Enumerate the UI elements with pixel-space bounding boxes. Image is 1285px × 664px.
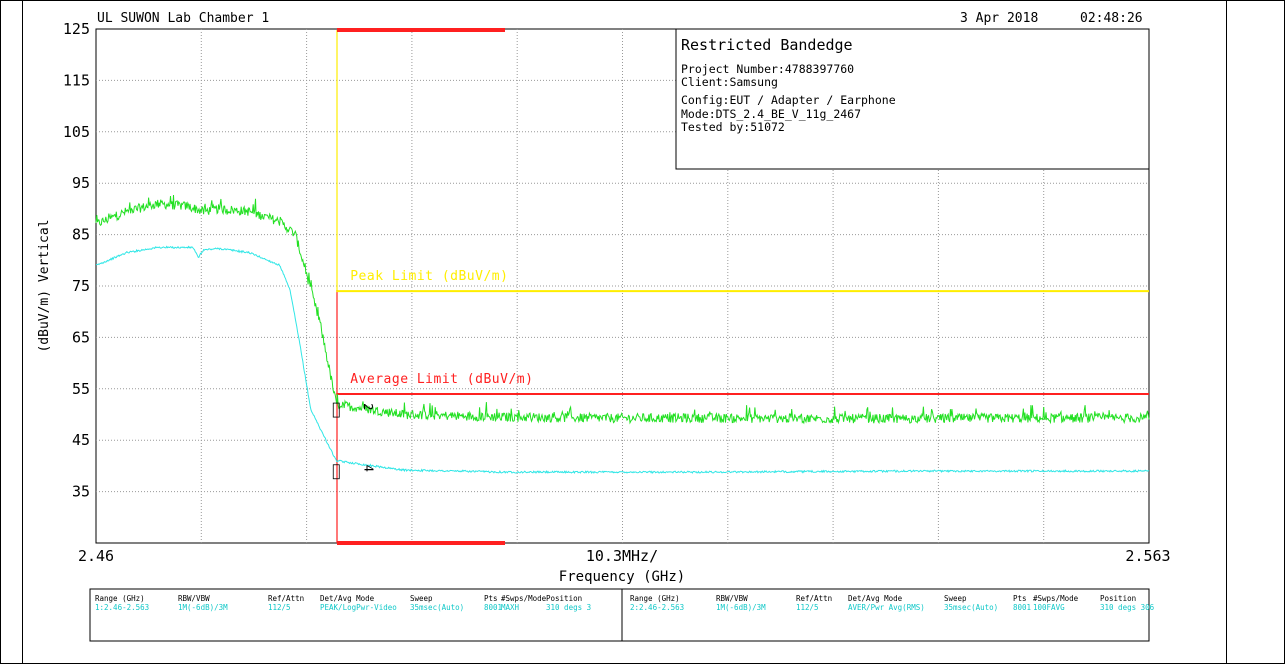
settings-header-cell: Ref/Attn <box>268 594 304 603</box>
trace-line <box>96 245 1150 474</box>
limit-lines: Peak Limit (dBuV/m) Average Limit (dBuV/m… <box>336 269 1149 395</box>
plot-time: 02:48:26 <box>1080 11 1143 26</box>
info-client: Client:Samsung <box>681 75 778 89</box>
settings-value-cell: 1M(-6dB)/3M <box>178 603 228 612</box>
x-end-label: 2.563 <box>1125 547 1170 565</box>
settings-cells: Range (GHz) RBW/VBW Ref/Attn Det/Avg Mode Sw… <box>95 594 1155 612</box>
y-tick-label: 95 <box>72 174 90 192</box>
info-config: Config:EUT / Adapter / Earphone <box>681 93 896 107</box>
settings-header-cell: Ref/Attn <box>796 594 832 603</box>
x-center-label: 10.3MHz/ <box>586 547 658 565</box>
frame-left-rule <box>22 0 23 664</box>
settings-header-cell: Sweep <box>410 594 433 603</box>
plot-date: 3 Apr 2018 <box>960 11 1038 26</box>
settings-table <box>89 588 1150 642</box>
x-axis-label: Frequency (GHz) <box>559 569 685 585</box>
y-tick-label: 115 <box>63 71 90 89</box>
settings-header-cell: Pts <box>1013 594 1027 603</box>
y-tick-label: 65 <box>72 328 90 346</box>
y-tick-label: 105 <box>63 123 90 141</box>
settings-value-cell: 310 degs 3 <box>546 603 591 612</box>
marker-group: 24 <box>332 402 375 480</box>
x-start-label: 2.46 <box>78 547 114 565</box>
info-box-title: Restricted Bandedge <box>681 36 853 54</box>
y-tick-label: 35 <box>72 483 90 501</box>
settings-value-cell: 35msec(Auto) <box>410 603 464 612</box>
settings-header-cell: Range (GHz) <box>95 594 145 603</box>
settings-header-cell: Range (GHz) <box>630 594 680 603</box>
settings-header-cell: Position <box>546 594 582 603</box>
y-tick-label: 75 <box>72 277 90 295</box>
settings-header-cell: Det/Avg Mode <box>848 594 903 603</box>
settings-value-cell: 1:2.46-2.563 <box>95 603 149 612</box>
frame-right-rule <box>1226 0 1227 664</box>
settings-value-cell: 112/5 <box>268 603 291 612</box>
settings-header-cell: #Swps/Mode <box>501 594 547 603</box>
settings-header-cell: Sweep <box>944 594 967 603</box>
settings-header-cell: Position <box>1100 594 1136 603</box>
settings-value-cell: 1M(-6dB)/3M <box>716 603 766 612</box>
info-box <box>675 28 1150 170</box>
info-tested-by: Tested by:51072 <box>681 120 785 134</box>
settings-value-cell: 310 degs 306 <box>1100 603 1155 612</box>
settings-value-cell: 35msec(Auto) <box>944 603 998 612</box>
settings-header-cell: #Swps/Mode <box>1033 594 1079 603</box>
settings-value-cell: 8001 <box>1013 603 1031 612</box>
trace-series <box>95 194 1150 474</box>
settings-value-cell: 2:2.46-2.563 <box>630 603 684 612</box>
settings-value-cell: 100FAVG <box>1033 603 1065 612</box>
settings-value-cell: 8001 <box>484 603 502 612</box>
settings-header-cell: Det/Avg Mode <box>320 594 375 603</box>
settings-value-cell: MAXH <box>501 603 520 612</box>
y-tick-label: 125 <box>63 20 90 38</box>
settings-value-cell: 112/5 <box>796 603 819 612</box>
y-tick-label: 55 <box>72 380 90 398</box>
lab-title: UL SUWON Lab Chamber 1 <box>97 11 269 26</box>
settings-value-cell: AVER/Pwr Avg(RMS) <box>848 603 925 612</box>
settings-header-cell: RBW/VBW <box>178 594 210 603</box>
settings-header-cell: Pts <box>484 594 498 603</box>
y-tick-labels: 125 115 105 95 85 75 65 55 45 35 <box>63 20 90 501</box>
y-tick-label: 85 <box>72 226 90 244</box>
marker-point <box>332 402 340 418</box>
marker-label: 2 <box>361 403 375 410</box>
marker-point <box>332 464 340 480</box>
limit-label: Peak Limit (dBuV/m) <box>350 269 508 284</box>
trace-line <box>95 194 1150 425</box>
marker-label: 4 <box>361 465 375 472</box>
settings-value-cell: PEAK/LogPwr-Video <box>320 603 397 612</box>
settings-header-cell: RBW/VBW <box>716 594 748 603</box>
y-tick-label: 45 <box>72 431 90 449</box>
info-mode: Mode:DTS_2.4_BE_V_11g_2467 <box>681 107 861 121</box>
y-axis-label: (dBuV/m) Vertical <box>37 219 52 352</box>
limit-label: Average Limit (dBuV/m) <box>350 372 533 387</box>
info-project: Project Number:4788397760 <box>681 62 854 76</box>
